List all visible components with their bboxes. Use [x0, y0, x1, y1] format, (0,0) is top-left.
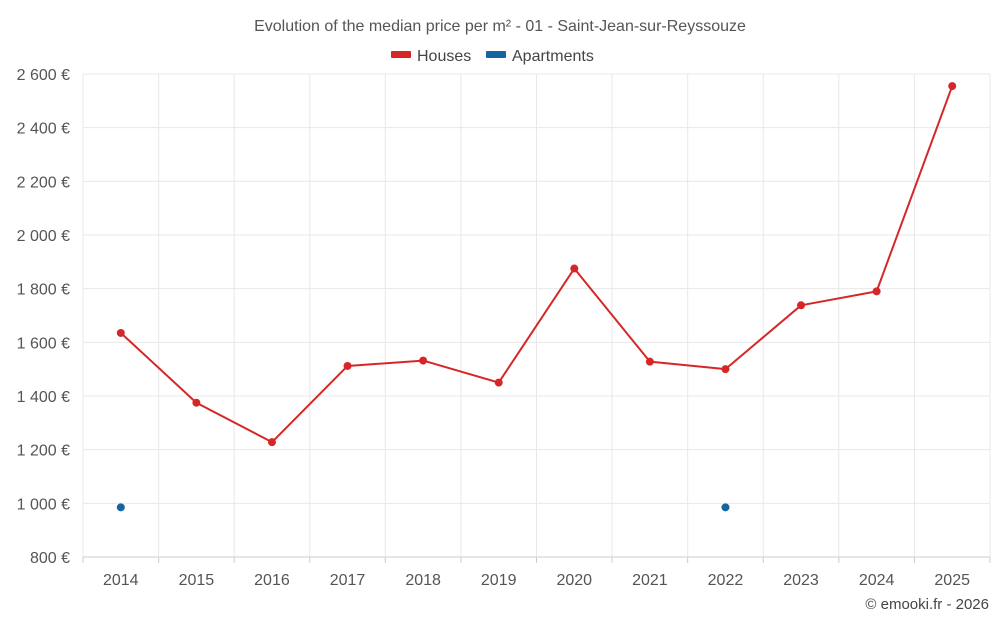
- x-tick-label: 2019: [481, 572, 517, 589]
- y-tick-label: 2 400 €: [17, 121, 70, 138]
- x-tick-label: 2014: [103, 572, 139, 589]
- y-tick-label: 2 600 €: [17, 67, 70, 84]
- y-tick-label: 1 000 €: [17, 496, 70, 513]
- legend-swatch-apartments: [486, 51, 506, 58]
- data-point-apartments[interactable]: [721, 503, 730, 512]
- gridlines: [82, 73, 991, 558]
- y-tick-label: 800 €: [30, 550, 70, 567]
- data-point-houses[interactable]: [948, 82, 957, 91]
- y-tick-label: 1 400 €: [17, 389, 70, 406]
- legend-swatch-houses: [391, 51, 411, 58]
- x-tick-label: 2020: [556, 572, 592, 589]
- data-point-houses[interactable]: [267, 438, 276, 447]
- data-point-houses[interactable]: [343, 361, 352, 370]
- x-tick-label: 2015: [179, 572, 215, 589]
- x-axis-ticks: 2014 2015 2016 2017 2018 2019 2020 2021 2022 2023…: [82, 557, 991, 589]
- data-point-houses[interactable]: [494, 378, 503, 387]
- x-tick-label: 2018: [405, 572, 441, 589]
- legend-label-houses[interactable]: Houses: [417, 48, 471, 65]
- data-point-houses[interactable]: [116, 328, 125, 337]
- series: [116, 82, 957, 512]
- y-tick-label: 2 200 €: [17, 174, 70, 191]
- series-line-houses: [120, 85, 954, 444]
- x-tick-label: 2024: [859, 572, 895, 589]
- x-tick-label: 2017: [330, 572, 366, 589]
- y-tick-label: 1 800 €: [17, 282, 70, 299]
- x-tick-label: 2022: [708, 572, 744, 589]
- credit-text: © emooki.fr - 2026: [865, 596, 989, 613]
- x-tick-label: 2016: [254, 572, 290, 589]
- chart-title: Evolution of the median price per m² - 0…: [254, 18, 746, 35]
- y-tick-label: 2 000 €: [17, 228, 70, 245]
- x-tick-label: 2025: [934, 572, 970, 589]
- data-point-houses[interactable]: [872, 287, 881, 296]
- data-point-houses[interactable]: [570, 264, 579, 273]
- legend-label-apartments[interactable]: Apartments: [512, 48, 594, 65]
- data-point-houses[interactable]: [419, 356, 428, 365]
- x-tick-label: 2023: [783, 572, 819, 589]
- y-axis-ticks: 800 € 1 000 € 1 200 € 1 400 € 1 600 € 1 800 €…: [17, 67, 70, 567]
- x-tick-label: 2021: [632, 572, 668, 589]
- data-point-houses[interactable]: [797, 301, 806, 310]
- y-tick-label: 1 200 €: [17, 443, 70, 460]
- data-point-apartments[interactable]: [116, 503, 125, 512]
- data-point-houses[interactable]: [645, 357, 654, 366]
- y-tick-label: 1 600 €: [17, 335, 70, 352]
- data-point-houses[interactable]: [192, 398, 201, 407]
- legend: Houses Apartments: [391, 48, 594, 65]
- data-point-houses[interactable]: [721, 365, 730, 374]
